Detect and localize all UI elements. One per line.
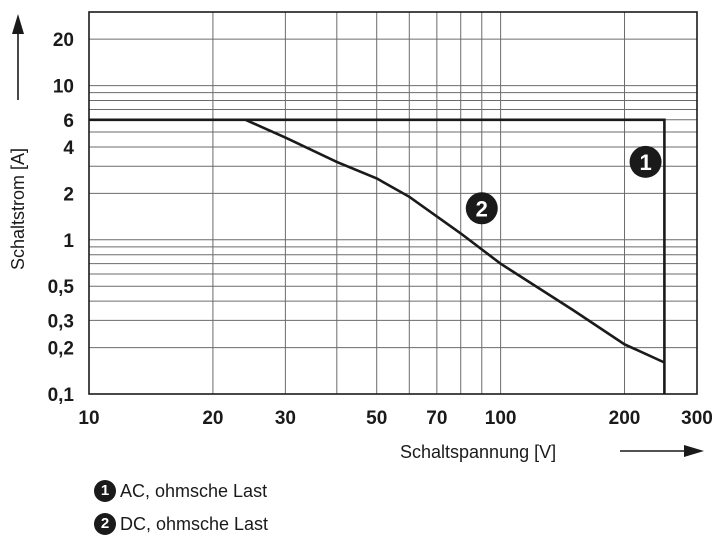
x-tick-label: 10 [78,408,99,429]
legend-marker-2: 2 [94,513,116,535]
legend-label-1: AC, ohmsche Last [120,480,268,501]
legend-label-2: DC, ohmsche Last [120,513,269,534]
plot-frame [88,11,698,395]
x-tick-label: 20 [202,408,223,429]
series-line-1 [89,118,666,394]
x-axis-label: Schaltspannung [V] [400,442,556,462]
y-tick-label: 10 [53,77,74,98]
y-tick-label: 0,5 [48,277,75,298]
annotation-marker-2 [465,192,498,225]
annotation-label-1: 1 [639,150,651,175]
series-group [89,118,666,394]
y-tick-label: 0,3 [48,311,74,332]
y-tick-label: 0,1 [48,385,75,406]
x-axis-arrow [620,445,704,457]
y-tick-label: 0,2 [48,339,74,360]
series-line-2 [244,118,665,364]
legend-item-1: 1 AC, ohmsche Last [94,480,267,502]
y-axis-arrow [12,14,24,100]
annotation-label-2: 2 [476,196,488,221]
y-tick-labels: 0,1 0,2 0,3 0,5 1 2 4 6 10 20 [48,30,75,406]
y-tick-label: 2 [63,184,74,205]
annotations: 12 [465,145,662,225]
x-tick-label: 300 [681,408,713,429]
y-tick-label: 1 [63,231,74,252]
y-tick-label: 20 [53,30,74,51]
x-tick-label: 100 [485,408,517,429]
legend-marker-1: 1 [94,480,116,502]
x-tick-label: 30 [275,408,296,429]
grid [88,11,698,395]
x-tick-label: 50 [366,408,387,429]
x-tick-labels: 10 20 30 50 70 100 200 300 [78,408,712,429]
y-axis-label: Schaltstrom [A] [8,148,28,270]
x-tick-label: 200 [609,408,641,429]
y-tick-label: 6 [63,111,74,132]
x-tick-label: 70 [426,408,447,429]
legend-item-2: 2 DC, ohmsche Last [94,513,268,535]
y-tick-label: 4 [63,138,74,159]
annotation-marker-1 [629,145,662,178]
